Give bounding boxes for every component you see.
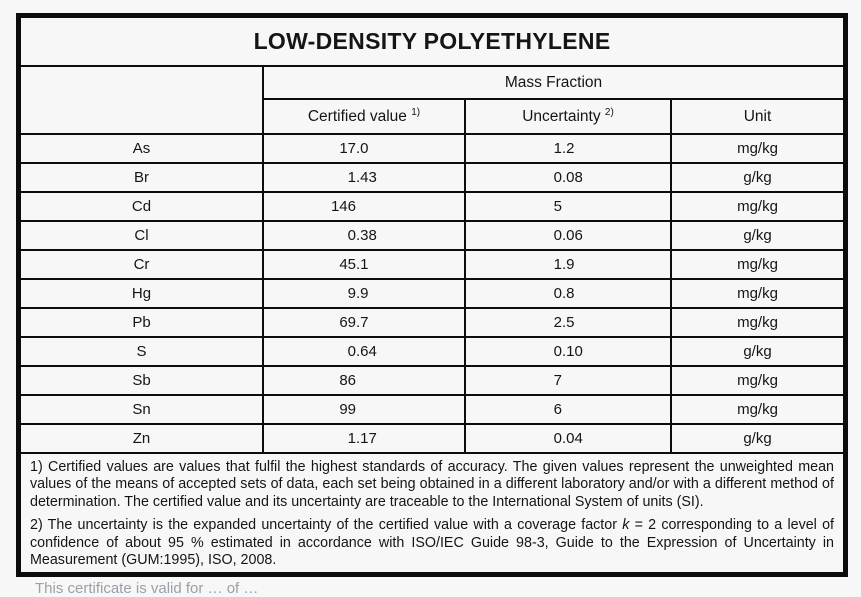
table-body: As 17.0 1.2 mg/kg Br 1.43 0.08 g/kg Cd 146 5 mg/kg C… [21, 133, 843, 454]
element-cell: Cd [21, 191, 264, 222]
table-row: Hg 9.9 0.8 mg/kg [21, 278, 843, 309]
uncertainty-cell: 0.10 [464, 336, 672, 367]
certified-value-cell: 86 [262, 365, 466, 396]
column-header-row: Certified value 1) Uncertainty 2) Unit [21, 98, 843, 135]
certified-value-cell: 0.64 [262, 336, 466, 367]
certified-value-cell: 1.17 [262, 423, 466, 454]
unit-header: Unit [669, 98, 843, 135]
table-row: Br 1.43 0.08 g/kg [21, 162, 843, 193]
uncertainty-header-label: Uncertainty [522, 107, 601, 125]
footnotes: 1) Certified values are values that fulf… [21, 454, 843, 569]
footnote-2-text-b: = 2 corresponding to a level of confiden… [30, 517, 835, 569]
footnote-ref-1: 1) [411, 106, 421, 118]
page-title: LOW-DENSITY POLYETHYLENE [21, 18, 843, 67]
uncertainty-cell: 5 [464, 191, 672, 222]
uncertainty-header: Uncertainty 2) [464, 98, 672, 135]
certificate-table: LOW-DENSITY POLYETHYLENE Mass Fraction C… [16, 13, 848, 577]
certified-value-cell: 45.1 [262, 249, 466, 280]
element-cell: Sb [21, 365, 264, 396]
uncertainty-cell: 6 [464, 394, 672, 425]
table-row: Sn 99 6 mg/kg [21, 394, 843, 425]
certified-value-cell: 1.43 [262, 162, 466, 193]
unit-cell: mg/kg [669, 133, 843, 164]
uncertainty-cell: 0.08 [464, 162, 672, 193]
unit-cell: mg/kg [669, 394, 843, 425]
uncertainty-cell: 1.2 [464, 133, 672, 164]
table-row: S 0.64 0.10 g/kg [21, 336, 843, 367]
uncertainty-cell: 1.9 [464, 249, 672, 280]
footer-note: This certificate is valid for … of … [35, 580, 259, 597]
unit-cell: g/kg [669, 220, 843, 251]
unit-cell: mg/kg [669, 278, 843, 309]
element-cell: Sn [21, 394, 264, 425]
unit-cell: mg/kg [669, 365, 843, 396]
element-cell: As [21, 133, 264, 164]
footnote-ref-2: 2) [604, 106, 614, 118]
title-row: LOW-DENSITY POLYETHYLENE [21, 18, 843, 67]
certified-value-cell: 99 [262, 394, 466, 425]
table-row: As 17.0 1.2 mg/kg [21, 133, 843, 164]
uncertainty-cell: 0.06 [464, 220, 672, 251]
certified-value-cell: 17.0 [262, 133, 466, 164]
table-row: Sb 86 7 mg/kg [21, 365, 843, 396]
group-header-mass-fraction: Mass Fraction [261, 65, 843, 100]
unit-cell: g/kg [669, 423, 843, 454]
uncertainty-cell: 2.5 [464, 307, 672, 338]
mass-fraction-table: LOW-DENSITY POLYETHYLENE Mass Fraction C… [21, 18, 843, 454]
certified-value-header-label: Certified value [307, 107, 407, 125]
table-row: Cr 45.1 1.9 mg/kg [21, 249, 843, 280]
unit-cell: g/kg [669, 162, 843, 193]
group-header-row: Mass Fraction [21, 65, 843, 135]
uncertainty-cell: 0.04 [464, 423, 672, 454]
unit-cell: mg/kg [669, 307, 843, 338]
element-cell: Cr [21, 249, 264, 280]
element-cell: Zn [21, 423, 264, 454]
certified-value-cell: 0.38 [262, 220, 466, 251]
element-cell: Hg [21, 278, 264, 309]
table-row: Pb 69.7 2.5 mg/kg [21, 307, 843, 338]
unit-cell: g/kg [669, 336, 843, 367]
unit-cell: mg/kg [669, 249, 843, 280]
element-cell: S [21, 336, 264, 367]
unit-cell: mg/kg [669, 191, 843, 222]
element-cell: Pb [21, 307, 264, 338]
certified-value-cell: 9.9 [262, 278, 466, 309]
certified-value-cell: 69.7 [262, 307, 466, 338]
footnote-2-text-a: 2) The uncertainty is the expanded uncer… [30, 517, 623, 534]
certified-value-cell: 146 [262, 191, 466, 222]
element-cell: Cl [21, 220, 264, 251]
table-row: Cl 0.38 0.06 g/kg [21, 220, 843, 251]
element-cell: Br [21, 162, 264, 193]
footnote-1: 1) Certified values are values that fulf… [30, 459, 834, 510]
element-column-header [21, 65, 264, 135]
footnote-2: 2) The uncertainty is the expanded uncer… [30, 517, 834, 569]
coverage-factor-k: k [622, 517, 630, 534]
uncertainty-cell: 0.8 [464, 278, 672, 309]
table-row: Zn 1.17 0.04 g/kg [21, 423, 843, 454]
uncertainty-cell: 7 [464, 365, 672, 396]
certified-value-header: Certified value 1) [263, 98, 466, 135]
table-row: Cd 146 5 mg/kg [21, 191, 843, 222]
